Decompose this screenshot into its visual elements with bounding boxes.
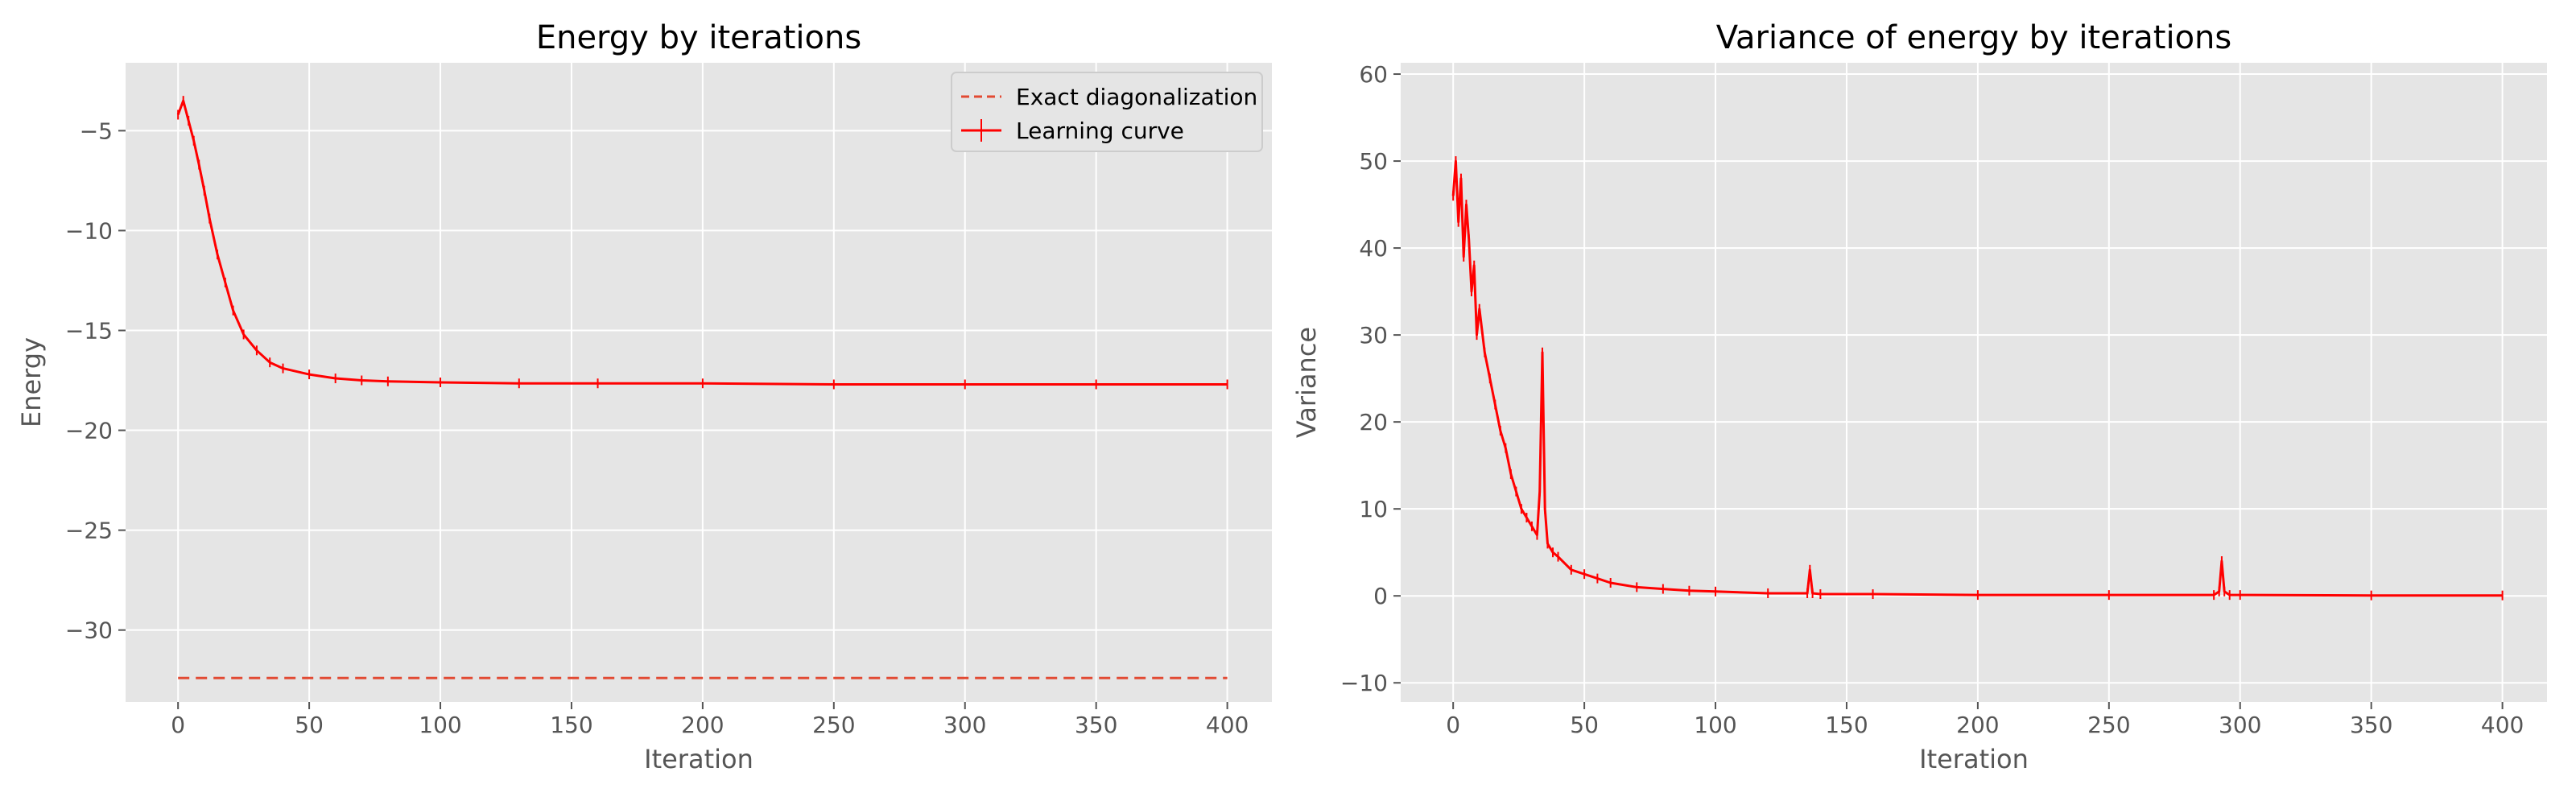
x-axis-label: Iteration [644, 744, 753, 774]
x-tick-label: 50 [295, 712, 324, 738]
x-tick-label: 150 [1825, 712, 1868, 738]
x-tick-label: 50 [1570, 712, 1599, 738]
x-tick-label: 350 [2350, 712, 2392, 738]
chart-title: Variance of energy by iterations [1716, 19, 2231, 56]
series-line-0 [1451, 159, 2503, 597]
y-tick-label: 40 [1359, 235, 1388, 262]
plot-area [1401, 63, 2547, 702]
x-tick-label: 150 [550, 712, 592, 738]
series-line-1 [176, 99, 1228, 386]
x-tick-label: 100 [419, 712, 461, 738]
x-tick-label: 300 [943, 712, 986, 738]
y-axis-label: Energy [16, 337, 47, 427]
x-tick-label: 0 [171, 712, 185, 738]
x-tick-label: 250 [812, 712, 855, 738]
y-tick-label: −10 [65, 217, 113, 244]
y-tick-label: −20 [65, 418, 113, 444]
legend-entry: Exact diagonalization [1016, 84, 1257, 110]
y-tick-label: −25 [65, 518, 113, 544]
legend-box [951, 72, 1263, 152]
legend-entry: Learning curve [1016, 118, 1184, 144]
y-tick-label: 0 [1373, 583, 1388, 609]
x-tick-label: 400 [1206, 712, 1249, 738]
y-tick-label: −30 [65, 617, 113, 644]
y-tick-label: 60 [1359, 61, 1388, 88]
y-tick-label: −15 [65, 317, 113, 344]
chart-variance: 0 50 100 150 200 250 300 350 400 −10 0 10 20 30 40 50 60… [1291, 19, 2547, 774]
x-tick-label: 0 [1446, 712, 1460, 738]
y-tick-label: 10 [1359, 496, 1388, 522]
x-tick-label: 200 [681, 712, 724, 738]
x-tick-label: 250 [2087, 712, 2130, 738]
x-tick-label: 400 [2481, 712, 2524, 738]
y-axis-label: Variance [1291, 327, 1322, 438]
y-tick-label: −10 [1340, 670, 1388, 696]
chart-title: Energy by iterations [536, 19, 861, 56]
x-axis-label: Iteration [1919, 744, 2029, 774]
y-tick-label: −5 [80, 118, 113, 144]
x-tick-label: 100 [1694, 712, 1736, 738]
x-tick-label: 300 [2219, 712, 2261, 738]
y-tick-label: 50 [1359, 148, 1388, 175]
x-tick-label: 350 [1075, 712, 1117, 738]
chart-energy: 0 50 100 150 200 250 300 350 400 −30 −25 −20 −15 −10 −… [16, 19, 1272, 774]
y-tick-label: 20 [1359, 409, 1388, 436]
x-tick-label: 200 [1956, 712, 1999, 738]
y-tick-label: 30 [1359, 322, 1388, 349]
